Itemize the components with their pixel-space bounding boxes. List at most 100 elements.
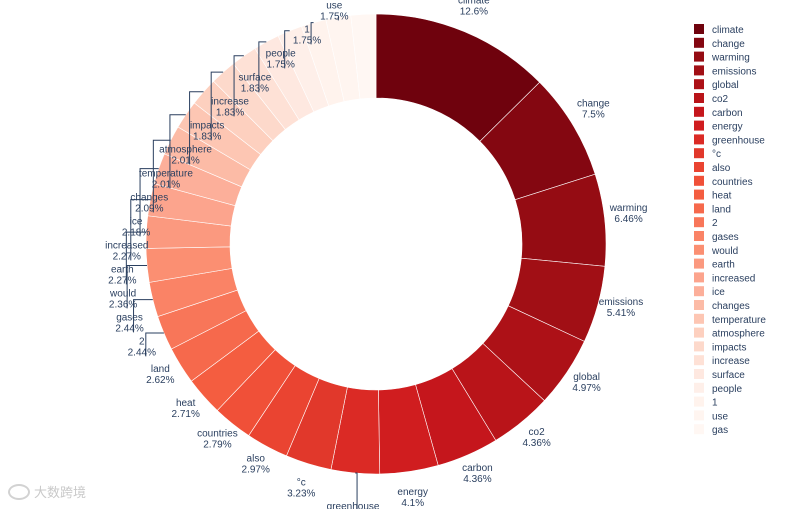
- slice-percent-ice: 2.18%: [122, 227, 150, 238]
- leader-line-increased: [130, 199, 151, 261]
- legend-item-surface[interactable]: surface: [694, 369, 745, 381]
- slice-label-people: people: [266, 48, 296, 59]
- slice-label-climate: climate: [458, 0, 490, 7]
- legend-item-earth[interactable]: earth: [694, 258, 735, 271]
- slice-percent-also: 2.97%: [242, 465, 270, 476]
- watermark-text: 大数跨境: [34, 485, 87, 500]
- slice-label-2: 2: [139, 336, 145, 347]
- slice-gas[interactable]: [350, 13, 377, 100]
- legend-label: also: [712, 163, 731, 174]
- leader-line-greenhouse: [355, 472, 358, 509]
- legend-swatch: [694, 272, 704, 283]
- slice-percent-global: 4.97%: [572, 383, 600, 394]
- legend-label: increased: [712, 273, 755, 284]
- legend-item-increased[interactable]: increased: [694, 272, 755, 284]
- legend-swatch: [694, 93, 704, 103]
- slice-label-emissions: emissions: [599, 297, 643, 308]
- legend-item-would[interactable]: would: [694, 244, 738, 257]
- slice-percent-changes: 2.09%: [135, 203, 163, 214]
- slice-percent-would: 2.36%: [109, 299, 137, 310]
- slice-label-changes: changes: [130, 192, 168, 203]
- leader-line-impacts: [210, 71, 224, 141]
- legend-swatch: [694, 244, 704, 255]
- legend-label: carbon: [712, 108, 743, 119]
- slice-percent-land: 2.62%: [146, 375, 174, 386]
- legend-item-1[interactable]: 1: [694, 396, 718, 409]
- slice-percent-climate: 12.6%: [460, 7, 488, 18]
- legend-item-increase[interactable]: increase: [694, 355, 750, 367]
- legend-item-also[interactable]: also: [694, 162, 731, 174]
- slice-label-global: global: [573, 372, 600, 383]
- slice-percent-2: 2.44%: [128, 347, 156, 358]
- legend-item-land[interactable]: land: [694, 203, 731, 215]
- legend-item-change[interactable]: change: [694, 37, 745, 50]
- legend-swatch: [694, 148, 704, 159]
- slice-percent-emissions: 5.41%: [607, 308, 635, 319]
- legend-item-co2[interactable]: co2: [694, 93, 729, 105]
- legend-label: ice: [712, 287, 725, 298]
- slice-label-1: 1: [304, 24, 310, 35]
- legend-item-global[interactable]: global: [694, 79, 739, 91]
- legend-label: impacts: [712, 342, 746, 353]
- legend-item-2[interactable]: 2: [694, 217, 718, 229]
- legend-swatch: [694, 175, 704, 186]
- legend-label: temperature: [712, 315, 766, 326]
- legend-swatch: [694, 410, 704, 421]
- slice-percent-increased: 2.27%: [113, 251, 141, 262]
- legend-label: emissions: [712, 66, 756, 77]
- legend-swatch: [694, 120, 704, 131]
- legend-item-carbon[interactable]: carbon: [694, 106, 743, 119]
- legend-item-ice[interactable]: ice: [694, 286, 725, 298]
- slice-label-increased: increased: [105, 240, 148, 251]
- slice-percent-energy: 4.1%: [401, 498, 424, 509]
- legend-label: global: [712, 80, 739, 91]
- leader-line-gases: [133, 299, 153, 333]
- slice-percent-gases: 2.44%: [115, 323, 143, 334]
- legend-item-climate[interactable]: climate: [694, 24, 744, 36]
- leader-line-people: [284, 30, 290, 69]
- leader-line-changes: [152, 139, 171, 213]
- slice-percent-co2: 4.36%: [522, 438, 550, 449]
- legend-item-energy[interactable]: energy: [694, 120, 743, 133]
- legend-label: changes: [712, 301, 750, 312]
- legend-label: greenhouse: [712, 135, 765, 146]
- slice-percent-earth: 2.27%: [108, 275, 136, 286]
- slice-label-also: also: [247, 454, 266, 465]
- legend-item-countries[interactable]: countries: [694, 175, 753, 188]
- legend-label: climate: [712, 25, 744, 36]
- slice-percent-increase: 1.83%: [216, 107, 244, 118]
- legend-swatch: [694, 189, 704, 200]
- legend-item-temperature[interactable]: temperature: [694, 313, 766, 326]
- legend-item-gases[interactable]: gases: [694, 231, 739, 243]
- legend-swatch: [694, 134, 704, 145]
- legend-item-c[interactable]: °c: [694, 148, 721, 160]
- legend-label: would: [711, 246, 738, 257]
- legend-item-greenhouse[interactable]: greenhouse: [694, 134, 765, 146]
- slice-label-c: °c: [297, 478, 306, 489]
- slice-label-countries: countries: [197, 428, 238, 439]
- legend-label: 2: [712, 218, 718, 229]
- legend-swatch: [694, 162, 704, 172]
- legend-item-heat[interactable]: heat: [694, 189, 732, 202]
- legend-swatch: [694, 258, 704, 269]
- legend-item-impacts[interactable]: impacts: [694, 341, 746, 353]
- legend-swatch: [694, 300, 704, 310]
- legend-item-use[interactable]: use: [694, 410, 729, 422]
- legend-item-emissions[interactable]: emissions: [694, 65, 756, 77]
- legend-label: surface: [712, 370, 745, 381]
- legend-swatch: [694, 382, 704, 393]
- legend-label: 1: [712, 398, 718, 409]
- slice-percent-change: 7.5%: [582, 110, 605, 121]
- legend-label: increase: [712, 356, 750, 367]
- legend-swatch: [694, 37, 704, 48]
- legend-swatch: [694, 79, 704, 90]
- legend-swatch: [694, 369, 704, 379]
- legend-item-atmosphere[interactable]: atmosphere: [694, 327, 765, 340]
- legend-item-warming[interactable]: warming: [694, 51, 750, 64]
- legend-item-people[interactable]: people: [694, 382, 742, 395]
- legend-swatch: [694, 217, 704, 228]
- legend-item-gas[interactable]: gas: [694, 424, 728, 436]
- legend-swatch: [694, 424, 704, 435]
- legend-swatch: [694, 51, 704, 62]
- legend-item-changes[interactable]: changes: [694, 300, 750, 312]
